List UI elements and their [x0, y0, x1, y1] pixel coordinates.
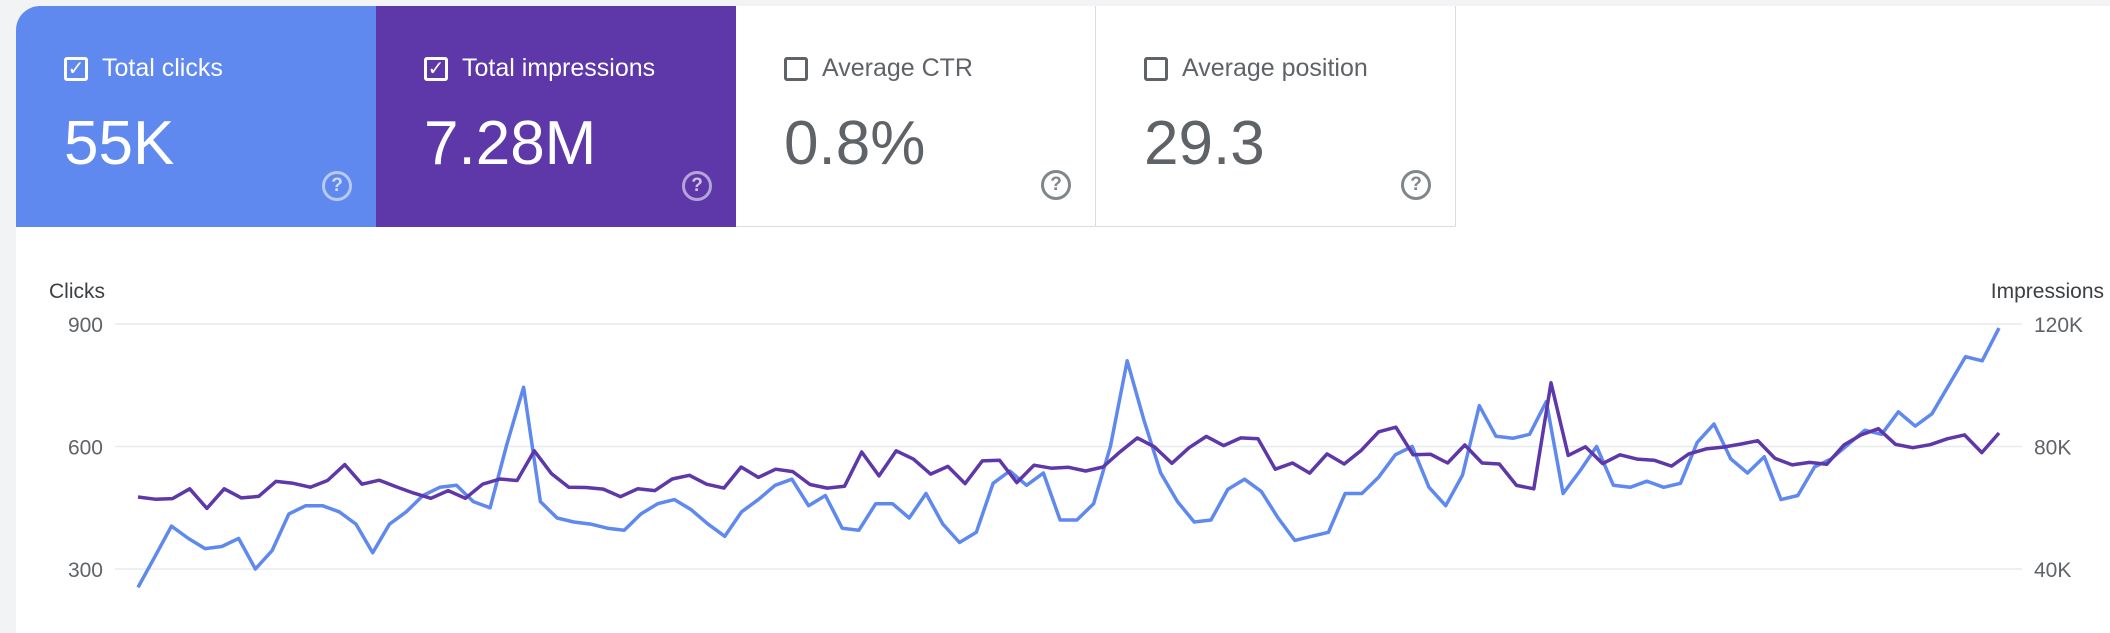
checkbox-unchecked-icon[interactable] — [1144, 56, 1168, 81]
metric-card-header: ✓ Total clicks — [64, 54, 223, 83]
checkbox-checked-icon[interactable]: ✓ — [424, 56, 448, 81]
metric-label: Average position — [1182, 54, 1368, 82]
left-axis-tick-label: 600 — [68, 437, 103, 460]
metric-cards: ✓ Total clicks 55K ? ✓ Total impressions… — [16, 6, 1456, 227]
help-icon[interactable]: ? — [322, 171, 352, 201]
left-axis-ticks: 900 600 300 — [68, 314, 103, 582]
help-icon[interactable]: ? — [682, 171, 712, 201]
chart-grid — [115, 323, 2022, 570]
impressions-series-line — [137, 381, 2001, 511]
left-axis-title: Clicks — [49, 280, 105, 303]
checkbox-unchecked-icon[interactable] — [784, 56, 808, 81]
chart-series — [136, 327, 2001, 589]
clicks-series-line — [136, 327, 2001, 589]
help-icon[interactable]: ? — [1041, 170, 1071, 200]
metric-card-total-clicks[interactable]: ✓ Total clicks 55K ? — [16, 6, 376, 227]
metric-card-average-position[interactable]: Average position 29.3 ? — [1096, 6, 1456, 227]
metric-value: 55K — [64, 109, 175, 178]
metric-value: 0.8% — [784, 109, 926, 178]
metric-card-header: Average CTR — [784, 54, 973, 83]
metric-card-header: Average position — [1144, 54, 1368, 83]
metric-card-total-impressions[interactable]: ✓ Total impressions 7.28M ? — [376, 6, 736, 227]
metric-label: Total impressions — [462, 54, 656, 82]
metric-value: 29.3 — [1144, 109, 1265, 178]
left-axis-tick-label: 900 — [68, 314, 103, 337]
right-axis-title: Impressions — [1991, 280, 2104, 303]
metric-label: Average CTR — [822, 54, 973, 82]
left-axis-tick-label: 300 — [68, 559, 103, 582]
right-axis-ticks: 120K 80K 40K — [2034, 314, 2083, 582]
metric-card-average-ctr[interactable]: Average CTR 0.8% ? — [736, 6, 1096, 227]
right-axis-tick-label: 120K — [2034, 314, 2083, 337]
performance-panel: ✓ Total clicks 55K ? ✓ Total impressions… — [16, 6, 2110, 633]
help-icon[interactable]: ? — [1401, 170, 1431, 200]
metric-value: 7.28M — [424, 109, 597, 178]
metric-card-header: ✓ Total impressions — [424, 54, 655, 83]
checkbox-checked-icon[interactable]: ✓ — [64, 56, 88, 81]
metric-label: Total clicks — [102, 54, 223, 82]
right-axis-tick-label: 80K — [2034, 437, 2071, 460]
right-axis-tick-label: 40K — [2034, 559, 2071, 582]
